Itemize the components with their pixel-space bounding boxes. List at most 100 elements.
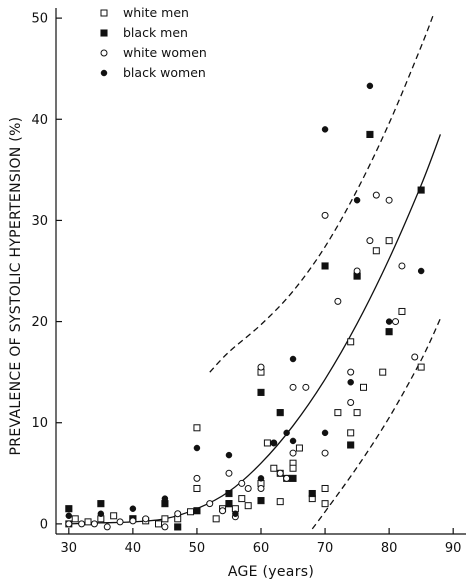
white-women-point bbox=[334, 297, 342, 305]
white-men-point bbox=[193, 424, 201, 432]
white-men-point bbox=[276, 498, 284, 506]
black-men-point bbox=[225, 500, 233, 508]
white-women-point bbox=[219, 507, 227, 515]
curves bbox=[68, 12, 442, 530]
white-women-point bbox=[411, 353, 419, 361]
white-women-point bbox=[289, 449, 297, 457]
white-men-point bbox=[270, 464, 278, 472]
black-women-point bbox=[321, 126, 329, 133]
white-men-point bbox=[321, 484, 329, 492]
white-men-point bbox=[71, 515, 79, 523]
upper-confidence-band bbox=[209, 12, 435, 373]
white-women-point bbox=[257, 363, 265, 371]
white-women-point bbox=[225, 469, 233, 477]
black-women-point bbox=[257, 475, 265, 482]
white-women-point bbox=[174, 510, 182, 518]
black-men-point bbox=[347, 441, 355, 449]
white-men-point bbox=[347, 429, 355, 437]
white-women-point bbox=[103, 523, 111, 531]
white-men-point bbox=[110, 512, 118, 520]
white-men-point bbox=[187, 508, 195, 516]
black-women-point bbox=[129, 505, 137, 512]
y-tick-label: 20 bbox=[31, 315, 48, 330]
x-tick-label: 40 bbox=[125, 541, 142, 556]
y-tick-label: 0 bbox=[40, 517, 48, 532]
black-men-point bbox=[257, 388, 265, 396]
white-women-point bbox=[161, 523, 169, 531]
white-women-point bbox=[353, 267, 361, 275]
white-men-point bbox=[417, 363, 425, 371]
white-women-point bbox=[238, 479, 246, 487]
white-women-point bbox=[276, 469, 284, 477]
white-women-point bbox=[321, 449, 329, 457]
white-women-point bbox=[257, 484, 265, 492]
x-tick-label: 80 bbox=[381, 541, 398, 556]
black-men-point bbox=[97, 500, 105, 508]
legend-marker-white-women bbox=[100, 49, 108, 57]
legend-marker-black-women bbox=[100, 69, 108, 77]
white-men-point bbox=[353, 409, 361, 417]
black-men-point bbox=[321, 262, 329, 270]
black-women-point bbox=[417, 267, 425, 275]
white-women-point bbox=[116, 518, 124, 526]
black-women-point bbox=[225, 451, 233, 459]
white-men-point bbox=[84, 518, 92, 526]
black-women-point bbox=[289, 437, 297, 445]
y-axis-label: PREVALENCE OF SYSTOLIC HYPERTENSION (%) bbox=[8, 117, 24, 456]
black-women-point bbox=[270, 439, 278, 447]
x-tick-label: 60 bbox=[253, 541, 270, 556]
white-men-point bbox=[360, 383, 367, 391]
white-men-point bbox=[289, 464, 297, 472]
black-women-point bbox=[353, 196, 361, 204]
white-women-point bbox=[65, 520, 73, 528]
white-women-point bbox=[90, 520, 98, 528]
white-men-point bbox=[161, 515, 169, 523]
white-women-point bbox=[398, 262, 406, 270]
white-women-point bbox=[283, 474, 291, 482]
white-men-point bbox=[244, 502, 252, 510]
black-women-point bbox=[289, 355, 297, 363]
x-axis-label: AGE (years) bbox=[228, 564, 314, 580]
white-women-point bbox=[385, 196, 393, 204]
white-men-point bbox=[385, 237, 393, 245]
white-women-point bbox=[347, 399, 355, 406]
black-women-point bbox=[97, 510, 105, 518]
white-men-point bbox=[155, 520, 162, 528]
legend-label-black-women: black women bbox=[123, 65, 206, 80]
white-men-point bbox=[334, 409, 342, 417]
white-women-point bbox=[372, 191, 380, 199]
black-men-point bbox=[276, 409, 284, 417]
black-men-point bbox=[174, 523, 182, 531]
data-points bbox=[65, 82, 425, 531]
y-tick-label: 10 bbox=[31, 416, 48, 431]
black-women-point bbox=[283, 429, 290, 437]
y-tick-label: 40 bbox=[31, 113, 48, 128]
white-women-point bbox=[142, 515, 150, 523]
white-men-point bbox=[372, 247, 380, 255]
white-men-point bbox=[398, 307, 406, 315]
white-men-point bbox=[212, 515, 220, 523]
white-men-point bbox=[347, 338, 355, 346]
black-men-point bbox=[289, 474, 297, 482]
legend: white men black men white women black women bbox=[100, 5, 207, 80]
white-men-point bbox=[295, 444, 303, 452]
black-women-point bbox=[321, 429, 329, 437]
black-men-point bbox=[193, 507, 201, 515]
black-men-point bbox=[366, 130, 374, 138]
lower-confidence-band bbox=[311, 318, 441, 530]
black-men-point bbox=[225, 489, 233, 498]
x-tick-label: 90 bbox=[445, 541, 462, 556]
fitted-curve bbox=[68, 134, 442, 525]
white-women-point bbox=[78, 520, 86, 528]
axes: 30 40 50 60 70 80 90 0 10 20 30 40 50 bbox=[31, 8, 466, 556]
white-women-point bbox=[321, 211, 329, 219]
white-women-point bbox=[302, 383, 310, 391]
black-women-point bbox=[232, 510, 239, 518]
black-women-point bbox=[193, 444, 201, 452]
y-tick-label: 30 bbox=[31, 214, 48, 229]
black-men-point bbox=[385, 328, 393, 336]
black-men-point bbox=[417, 186, 425, 194]
black-women-point bbox=[385, 318, 393, 325]
white-men-point bbox=[379, 368, 387, 376]
white-women-point bbox=[244, 484, 252, 492]
